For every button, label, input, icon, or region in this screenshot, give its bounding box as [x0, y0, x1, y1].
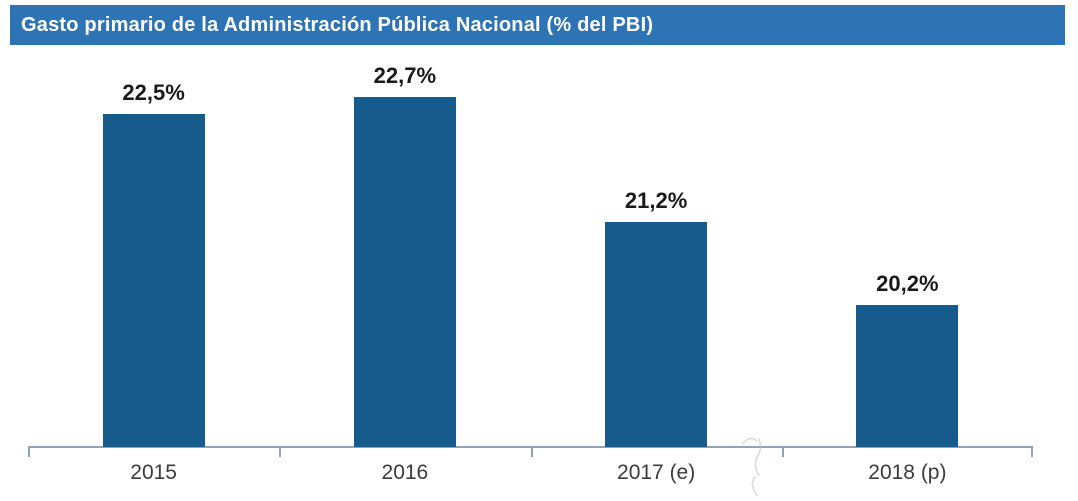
category-slot: 22,7% 2016 — [279, 47, 530, 484]
category-label: 2018 (p) — [868, 461, 947, 484]
bar-value-label: 22,7% — [373, 63, 437, 88]
category-slot: 21,2% 2017 (e) — [531, 47, 782, 484]
plot-area: 22,5% 2015 22,7% 2016 21,2% 2017 (e) 20,2% 2018… — [28, 47, 1033, 484]
chart-title: Gasto primario de la Administración Públ… — [21, 13, 654, 36]
bar — [353, 97, 456, 447]
bar — [605, 222, 708, 447]
bar-value-label: 21,2% — [624, 188, 688, 213]
chart-title-bar: Gasto primario de la Administración Públ… — [10, 5, 1065, 45]
category-label: 2015 — [130, 461, 177, 484]
bar — [856, 305, 959, 447]
x-axis-line — [28, 446, 1033, 448]
bar — [102, 114, 205, 447]
category-slot: 22,5% 2015 — [28, 47, 279, 484]
axis-tick — [1031, 447, 1033, 457]
bar-value-label: 22,5% — [122, 80, 185, 105]
axis-tick — [279, 447, 281, 457]
axis-tick — [782, 447, 784, 457]
axis-tick — [28, 447, 30, 457]
category-slot: 20,2% 2018 (p) — [782, 47, 1033, 484]
axis-tick — [531, 447, 533, 457]
category-label: 2016 — [381, 461, 429, 484]
category-label: 2017 (e) — [617, 461, 696, 484]
bar-value-label: 20,2% — [876, 271, 939, 296]
